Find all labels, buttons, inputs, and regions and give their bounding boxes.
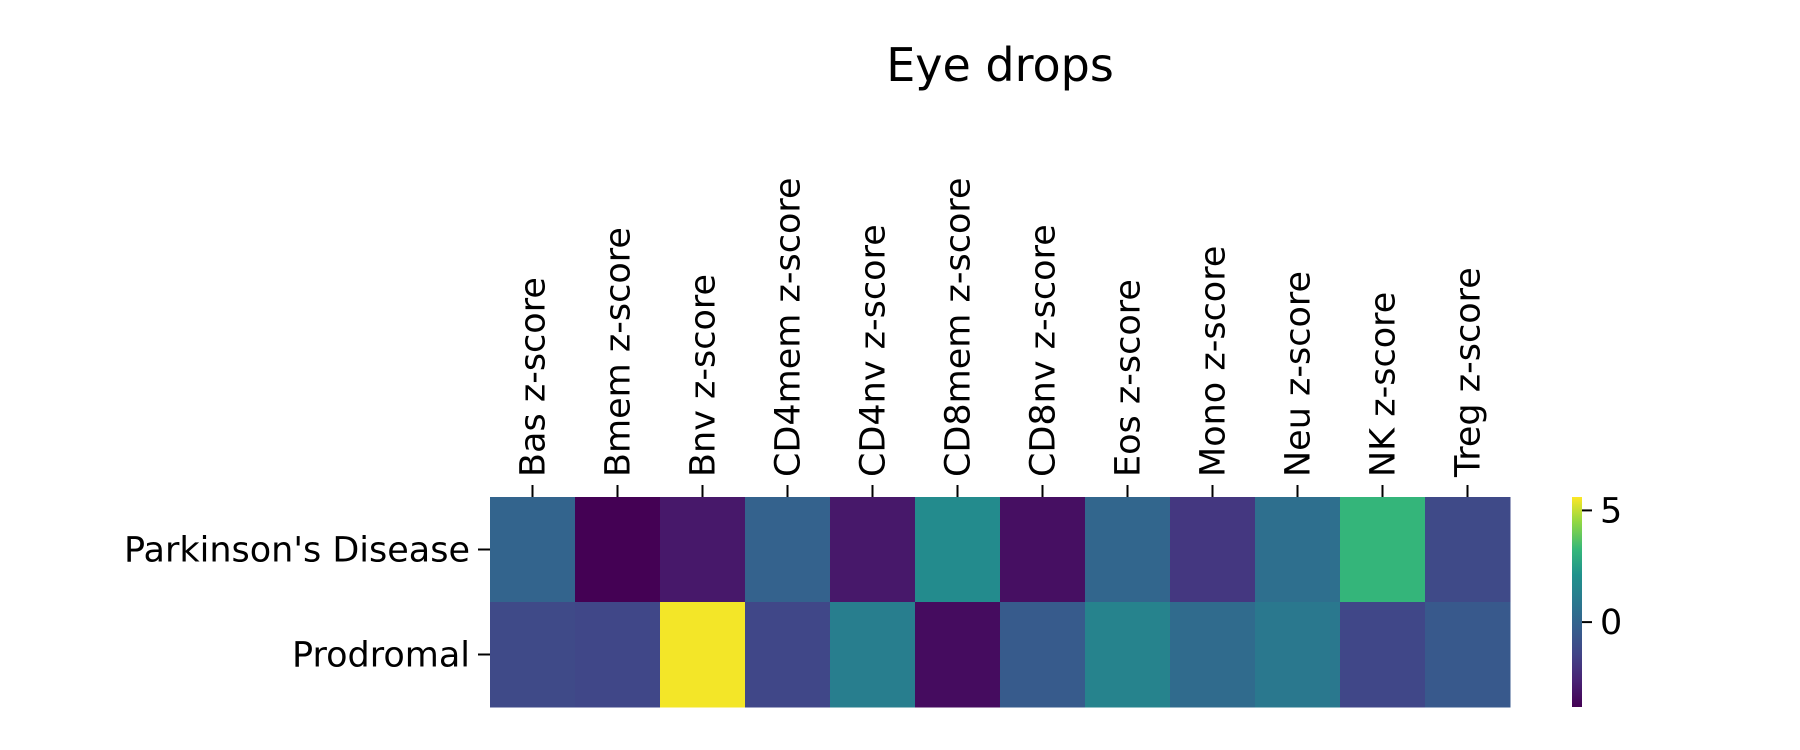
- row-tick-label: Prodromal: [292, 636, 470, 676]
- heatmap-cell: [1255, 497, 1341, 603]
- heatmap-cell: [915, 602, 1001, 708]
- column-tick-label: Mono z-score: [1194, 246, 1234, 477]
- colorbar-tick-label: 5: [1600, 491, 1622, 531]
- heatmap-cell: [575, 497, 661, 603]
- heatmap-cell: [1425, 497, 1511, 603]
- column-tick-label: Treg z-score: [1449, 267, 1489, 478]
- heatmap-cell: [745, 497, 831, 603]
- heatmap-cell: [1170, 602, 1256, 708]
- colorbar: 05: [1572, 491, 1622, 707]
- heatmap-cells: [490, 497, 1511, 708]
- chart-title: Eye drops: [886, 38, 1114, 92]
- colorbar-gradient: [1572, 497, 1582, 707]
- heatmap-cell: [490, 602, 576, 708]
- heatmap-cell: [575, 602, 661, 708]
- colorbar-tick-label: 0: [1600, 603, 1622, 643]
- column-tick-label: Eos z-score: [1109, 279, 1149, 477]
- column-tick-label: Bnv z-score: [684, 274, 724, 477]
- heatmap-cell: [1425, 602, 1511, 708]
- heatmap-cell: [1000, 602, 1086, 708]
- column-tick-label: CD8nv z-score: [1024, 224, 1064, 477]
- column-tick-label: CD8mem z-score: [939, 177, 979, 477]
- heatmap-cell: [1085, 497, 1171, 603]
- row-tick-label: Parkinson's Disease: [124, 531, 470, 571]
- column-tick-label: Bmem z-score: [599, 227, 639, 477]
- heatmap-cell: [1170, 497, 1256, 603]
- column-tick-label: CD4mem z-score: [769, 177, 809, 477]
- heatmap-cell: [830, 602, 916, 708]
- heatmap-cell: [1085, 602, 1171, 708]
- column-tick-label: CD4nv z-score: [854, 224, 894, 477]
- heatmap-cell: [830, 497, 916, 603]
- heatmap-cell: [1255, 602, 1341, 708]
- heatmap-cell: [1000, 497, 1086, 603]
- heatmap-cell: [1340, 497, 1426, 603]
- heatmap-cell: [660, 602, 746, 708]
- heatmap-cell: [660, 497, 746, 603]
- column-tick-label: Neu z-score: [1279, 271, 1319, 477]
- heatmap-cell: [745, 602, 831, 708]
- column-labels: Bas z-score Bmem z-score Bnv z-score CD4mem…: [514, 177, 1489, 497]
- column-tick-label: NK z-score: [1364, 292, 1404, 477]
- row-labels: Parkinson's Disease Prodromal: [124, 531, 490, 676]
- column-tick-label: Bas z-score: [514, 277, 554, 477]
- heatmap-cell: [1340, 602, 1426, 708]
- heatmap-cell: [915, 497, 1001, 603]
- heatmap-cell: [490, 497, 576, 603]
